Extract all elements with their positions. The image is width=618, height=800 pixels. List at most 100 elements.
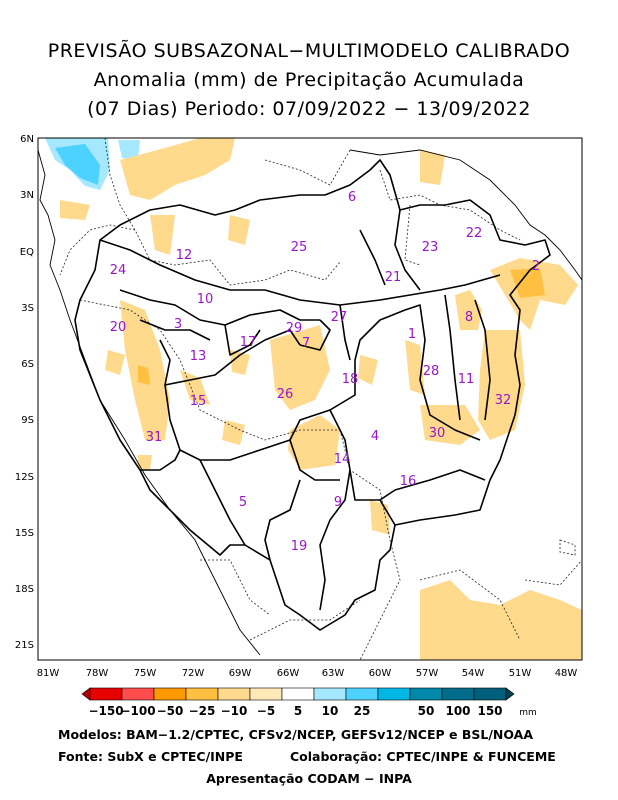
- credits-presentation: Apresentação CODAM − INPA: [206, 771, 412, 786]
- lon-label: 57W: [416, 668, 439, 679]
- title-line-2: Anomalia (mm) de Precipitação Acumulada: [93, 69, 525, 91]
- legend-label: 5: [294, 704, 302, 718]
- lon-label: 78W: [86, 668, 109, 679]
- lat-label: 3N: [20, 190, 34, 201]
- legend-label: −100: [120, 704, 155, 718]
- legend-label: −150: [88, 704, 123, 718]
- region-label: 20: [110, 320, 127, 335]
- region-label: 22: [466, 226, 483, 241]
- region-label: 31: [146, 430, 163, 445]
- region-label: 21: [385, 270, 402, 285]
- region-label: 14: [334, 452, 351, 467]
- credits-models: Modelos: BAM−1.2/CPTEC, CFSv2/NCEP, GEFS…: [58, 727, 534, 742]
- legend-label: 100: [445, 704, 470, 718]
- legend-swatch: [217, 687, 251, 701]
- title-line-1: PREVISÃO SUBSAZONAL−MULTIMODELO CALIBRAD…: [47, 40, 571, 62]
- lon-label: 81W: [37, 668, 60, 679]
- region-label: 16: [400, 474, 417, 489]
- region-label: 23: [422, 240, 439, 255]
- legend-swatch: [505, 687, 515, 701]
- map-frame: [37, 137, 583, 661]
- region-label: 7: [302, 336, 310, 351]
- region-label: 24: [110, 263, 127, 278]
- legend-swatch: [473, 687, 507, 701]
- legend-label: 25: [354, 704, 371, 718]
- region-label: 15: [190, 394, 207, 409]
- lon-label: 51W: [509, 668, 532, 679]
- lon-label: 60W: [369, 668, 392, 679]
- lat-label: 21S: [15, 640, 34, 651]
- lat-label: 6N: [20, 134, 34, 145]
- legend-label: −10: [221, 704, 248, 718]
- color-legend: [81, 687, 515, 701]
- legend-label: 50: [418, 704, 435, 718]
- legend-label: −25: [189, 704, 216, 718]
- basin-boundaries: [74, 159, 551, 631]
- lon-label: 66W: [277, 668, 300, 679]
- region-label: 6: [348, 190, 356, 205]
- legend-swatch: [121, 687, 155, 701]
- legend-swatch: [409, 687, 443, 701]
- legend-swatch: [377, 687, 411, 701]
- anomaly-area-positive: [118, 140, 140, 160]
- latitude-axis: 6N 3N EQ 3S 6S 9S 12S 15S 18S 21S: [15, 134, 34, 651]
- region-label: 5: [239, 495, 247, 510]
- lon-label: 75W: [134, 668, 157, 679]
- lat-label: 15S: [15, 528, 34, 539]
- map-content: [38, 138, 582, 660]
- region-label: 27: [331, 310, 348, 325]
- legend-unit: mm: [519, 708, 537, 718]
- legend-swatch: [153, 687, 187, 701]
- region-label: 9: [334, 495, 342, 510]
- region-label: 3: [174, 317, 182, 332]
- region-label: 11: [458, 372, 475, 387]
- title-line-3: (07 Dias) Periodo: 07/09/2022 − 13/09/20…: [87, 98, 531, 120]
- legend-labels: −150 −100 −50 −25 −10 −5 5 10 25 50 100 …: [88, 704, 536, 718]
- lon-label: 48W: [555, 668, 578, 679]
- legend-swatch: [281, 687, 315, 701]
- legend-swatch: [345, 687, 379, 701]
- lat-label: 12S: [15, 472, 34, 483]
- region-label: 8: [465, 310, 473, 325]
- region-label: 32: [495, 393, 512, 408]
- region-label: 1: [408, 327, 416, 342]
- region-label: 30: [429, 426, 446, 441]
- region-labels: 1 2 3 4 5 6 7 8 9 10 11 12 13 14 15 16 1…: [110, 190, 540, 554]
- credits-collaboration: Colaboração: CPTEC/INPE & FUNCEME: [290, 749, 556, 764]
- credits-source: Fonte: SubX e CPTEC/INPE: [58, 749, 243, 764]
- lat-label: 18S: [15, 584, 34, 595]
- anomaly-areas-negative-strong: [138, 268, 545, 385]
- legend-swatch: [313, 687, 347, 701]
- region-label: 29: [286, 321, 303, 336]
- lat-label: EQ: [20, 247, 34, 258]
- coastline: [38, 149, 582, 656]
- region-label: 18: [342, 372, 359, 387]
- legend-swatch: [185, 687, 219, 701]
- lon-label: 69W: [229, 668, 252, 679]
- region-label: 13: [190, 349, 207, 364]
- anomaly-area-positive: [55, 144, 100, 185]
- legend-swatch: [89, 687, 123, 701]
- legend-swatch: [249, 687, 283, 701]
- lon-label: 72W: [182, 668, 205, 679]
- lon-label: 63W: [322, 668, 345, 679]
- lat-label: 3S: [21, 303, 34, 314]
- region-label: 12: [176, 248, 193, 263]
- lat-label: 6S: [21, 359, 34, 370]
- region-label: 26: [277, 387, 294, 402]
- region-label: 4: [371, 429, 379, 444]
- legend-label: −50: [157, 704, 184, 718]
- region-label: 25: [291, 240, 308, 255]
- legend-label: 150: [477, 704, 502, 718]
- lat-label: 9S: [21, 415, 34, 426]
- region-label: 10: [197, 292, 214, 307]
- legend-swatch: [441, 687, 475, 701]
- anomaly-areas-negative: [60, 138, 582, 660]
- region-label: 28: [423, 364, 440, 379]
- lon-label: 54W: [462, 668, 485, 679]
- region-label: 19: [291, 539, 308, 554]
- longitude-axis: 81W 78W 75W 72W 69W 66W 63W 60W 57W 54W …: [37, 668, 578, 679]
- region-label: 2: [532, 259, 540, 274]
- legend-label: −5: [257, 704, 275, 718]
